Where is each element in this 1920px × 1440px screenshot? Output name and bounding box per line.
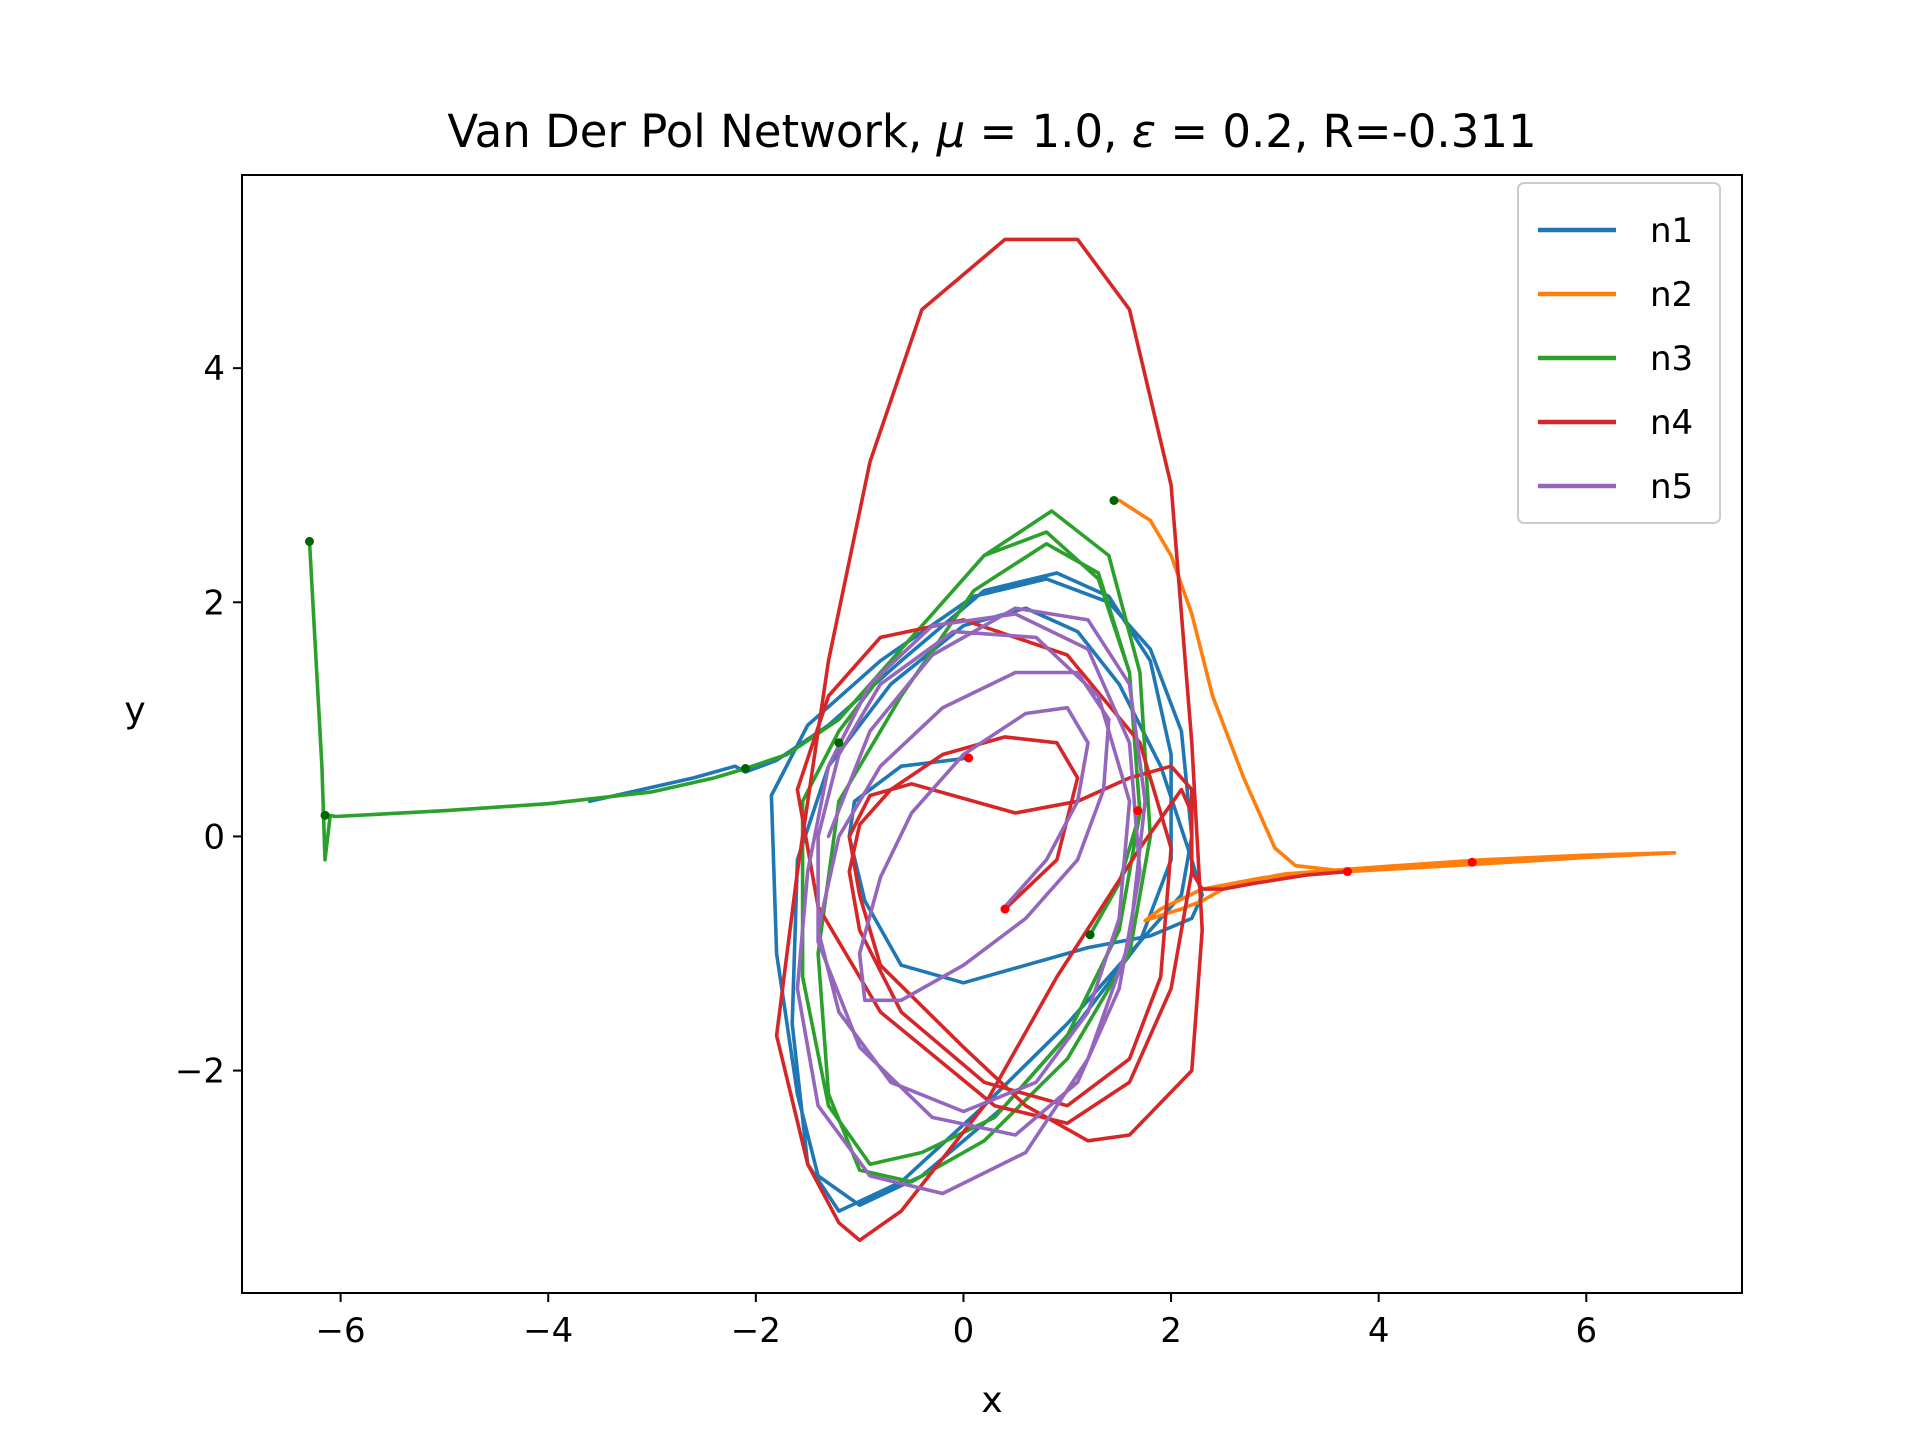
plot-frame	[241, 174, 1743, 1294]
y-tick-label: 0	[203, 817, 225, 857]
trajectory-point-marker	[834, 738, 844, 748]
series-n3-line	[307, 509, 1153, 1184]
x-tick-label: 4	[1368, 1311, 1390, 1351]
title-part-mu: μ	[936, 105, 966, 158]
legend-items: n1 n2 n3 n4 n5	[1538, 211, 1693, 507]
legend: n1 n2 n3 n4 n5	[1517, 182, 1721, 524]
y-tick-label: −2	[175, 1052, 225, 1092]
series-n5-line	[795, 606, 1147, 1196]
series-layer	[307, 237, 1677, 1243]
y-tick-label: 4	[203, 349, 225, 389]
trajectory-point-marker	[1000, 904, 1010, 914]
title-part-0: Van Der Pol Network,	[447, 105, 936, 158]
y-tick-label: 2	[203, 583, 225, 623]
trajectory-point-marker	[1085, 930, 1095, 940]
x-tick-label: −4	[523, 1311, 573, 1351]
title-part-4: = 0.2, R=-0.311	[1156, 105, 1537, 158]
y-axis-label: y	[124, 690, 145, 731]
trajectory-point-marker	[1133, 806, 1143, 816]
x-tick-label: 0	[953, 1311, 975, 1351]
legend-label-n5: n5	[1650, 467, 1693, 507]
x-tick-label: −6	[316, 1311, 366, 1351]
x-tick-label: −2	[731, 1311, 781, 1351]
marker-layer	[304, 495, 1477, 940]
y-axis-ticks: −2 0 2 4	[175, 349, 242, 1092]
legend-label-n2: n2	[1650, 275, 1693, 315]
series-n4-line	[774, 237, 1350, 1243]
title-part-2: = 1.0,	[965, 105, 1132, 158]
trajectory-point-marker	[740, 764, 750, 774]
trajectory-point-marker	[1109, 495, 1119, 505]
trajectory-point-marker	[320, 810, 330, 820]
x-tick-label: 6	[1575, 1311, 1597, 1351]
trajectory-point-marker	[1343, 867, 1353, 877]
legend-label-n1: n1	[1650, 211, 1693, 251]
x-axis-label: x	[981, 1380, 1002, 1421]
legend-label-n4: n4	[1650, 403, 1693, 443]
legend-label-n3: n3	[1650, 339, 1693, 379]
x-tick-label: 2	[1160, 1311, 1182, 1351]
title-part-epsilon: ε	[1132, 105, 1156, 158]
x-axis-ticks: −6 −4 −2 0 2 4 6	[316, 1293, 1597, 1351]
trajectory-point-marker	[304, 536, 314, 546]
chart-title: Van Der Pol Network, μ = 1.0, ε = 0.2, R…	[447, 105, 1536, 158]
trajectory-point-marker	[1467, 857, 1477, 867]
trajectory-point-marker	[964, 753, 974, 763]
legend-box	[1517, 182, 1721, 524]
